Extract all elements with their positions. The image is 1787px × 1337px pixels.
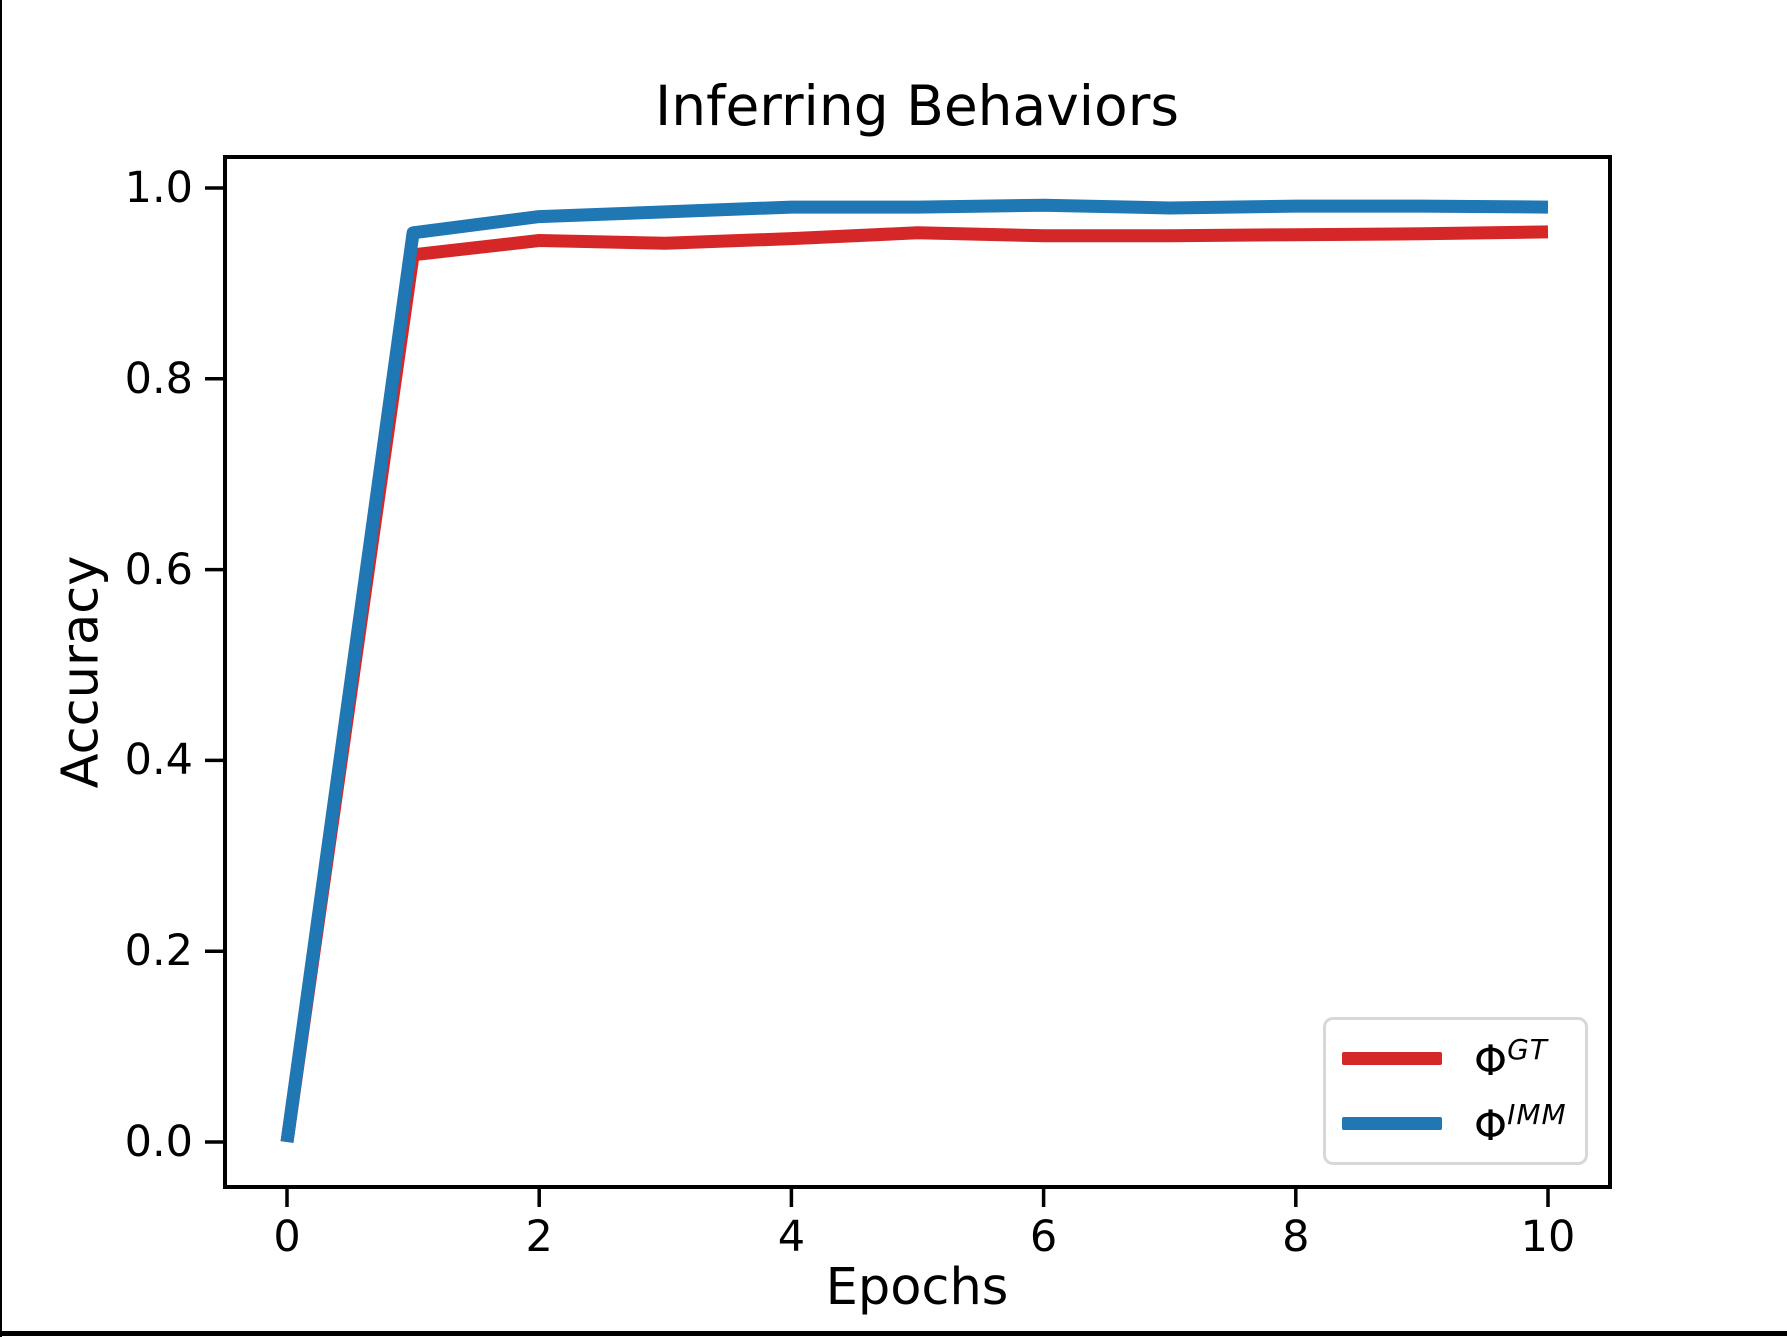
axes-spines — [223, 155, 1612, 1189]
legend-label-superscript: GT — [1507, 1032, 1548, 1066]
legend-entry-phi-IMM: ΦIMM — [1342, 1097, 1585, 1150]
y-tick-label: 0.2 — [124, 926, 193, 977]
legend-label-symbol: Φ — [1474, 1100, 1508, 1150]
chart-title: Inferring Behaviors — [655, 74, 1179, 138]
screenshot-bottom-edge-line — [0, 1331, 1787, 1336]
x-tick-label: 8 — [1282, 1212, 1310, 1262]
legend-label: ΦGT — [1474, 1032, 1548, 1085]
y-tick-label: 0.8 — [124, 353, 193, 404]
y-tick-label: 0.6 — [124, 544, 193, 595]
legend: ΦGT ΦIMM — [1323, 1017, 1588, 1165]
x-tick-label: 6 — [1029, 1212, 1058, 1262]
x-axis-label: Epochs — [825, 1258, 1009, 1317]
x-tick-label: 4 — [777, 1212, 806, 1262]
legend-line-sample — [1342, 1117, 1442, 1130]
y-tick-label: 0.4 — [124, 735, 193, 786]
legend-label-symbol: Φ — [1474, 1035, 1508, 1085]
x-tick-label: 10 — [1520, 1212, 1576, 1262]
series-line-phi-IMM — [280, 198, 1549, 1143]
x-tick-label: 2 — [525, 1212, 553, 1262]
screenshot-left-edge-line — [0, 0, 2, 1337]
legend-line-sample — [1342, 1052, 1442, 1065]
series-line-phi-GT — [280, 225, 1549, 1143]
y-tick-label: 1.0 — [124, 163, 193, 213]
y-tick-label: 0.0 — [124, 1117, 193, 1167]
legend-label-superscript: IMM — [1507, 1097, 1567, 1131]
legend-entry-phi-GT: ΦGT — [1342, 1032, 1585, 1085]
x-tick-label: 0 — [273, 1212, 301, 1262]
legend-label: ΦIMM — [1474, 1097, 1567, 1150]
